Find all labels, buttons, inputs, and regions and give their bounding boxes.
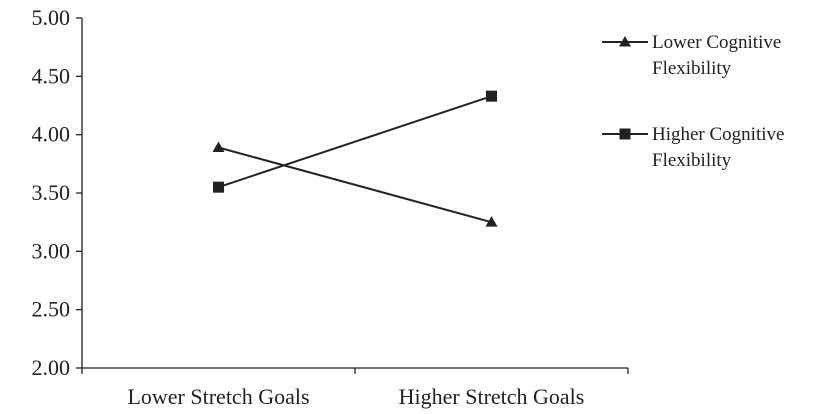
y-tick-label: 5.00 [32,5,71,30]
series-line [218,146,492,224]
y-tick-label: 3.00 [32,238,71,263]
y-tick-label: 4.00 [32,122,71,147]
legend-marker-square [619,128,631,140]
x-category-label: Lower Stretch Goals [127,384,309,409]
legend-label: Lower Cognitive [652,32,781,53]
axes [81,18,628,369]
data-point-triangle [485,216,498,227]
legend-entry: Lower Cognitive Flexibility [602,32,781,79]
x-category-label: Higher Stretch Goals [399,384,585,409]
y-tick-label: 3.50 [32,180,71,205]
data-point-square [486,90,497,102]
legend-label: Flexibility [652,150,732,171]
y-axis-ticks: 5.00 4.50 4.00 3.50 3.00 2.50 2.00 [32,5,82,380]
x-axis-categories: Lower Stretch Goals Higher Stretch Goals [81,368,629,409]
legend-label: Flexibility [652,58,732,79]
series-lower-cognitive-flexibility [212,141,498,227]
y-tick-label: 2.50 [32,297,71,322]
series-group [212,90,498,227]
data-point-triangle [212,141,225,152]
y-tick-label: 4.50 [32,63,71,88]
series-higher-cognitive-flexibility [213,90,497,193]
series-line [218,95,492,189]
y-tick-label: 2.00 [32,355,71,380]
legend-entry: Higher Cognitive Flexibility [602,124,784,171]
legend-label: Higher Cognitive [652,124,784,145]
data-point-square [213,181,224,193]
legend-marker-triangle [619,36,631,47]
